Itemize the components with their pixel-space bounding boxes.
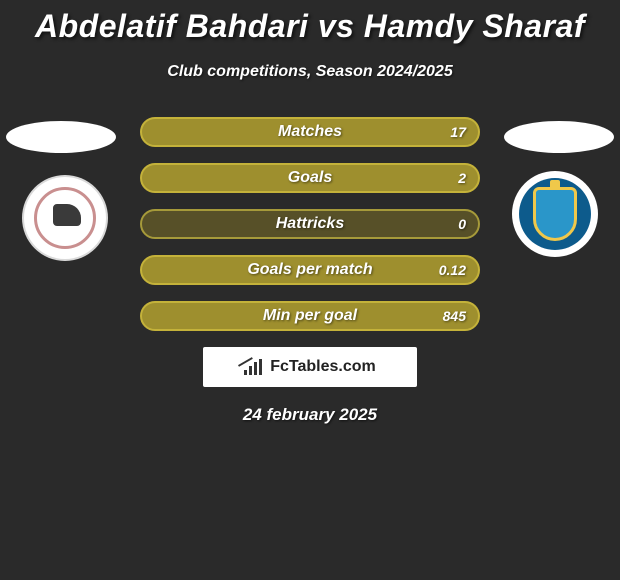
stat-bars: Matches 17 Goals 2 Hattricks 0 Goals per match… xyxy=(140,117,480,331)
stat-bar: Min per goal 845 xyxy=(140,301,480,331)
stat-bar-label: Matches xyxy=(278,123,342,141)
team-crest-right-icon xyxy=(519,178,591,250)
player-ellipse-left xyxy=(6,121,116,153)
stat-bar-label: Hattricks xyxy=(276,215,344,233)
stat-bar: Hattricks 0 xyxy=(140,209,480,239)
comparison-area: Matches 17 Goals 2 Hattricks 0 Goals per match… xyxy=(0,117,620,331)
stat-bar-value-right: 0.12 xyxy=(439,262,466,278)
comparison-infographic: Abdelatif Bahdari vs Hamdy Sharaf Club c… xyxy=(0,0,620,580)
stat-bar-value-right: 17 xyxy=(450,124,466,140)
stat-bar: Goals per match 0.12 xyxy=(140,255,480,285)
stat-bar: Matches 17 xyxy=(140,117,480,147)
player-ellipse-right xyxy=(504,121,614,153)
stat-bar-label: Goals per match xyxy=(247,261,372,279)
branding-badge: FcTables.com xyxy=(203,347,417,387)
bar-chart-icon xyxy=(244,359,264,375)
branding-text: FcTables.com xyxy=(270,358,376,376)
stat-bar-label: Min per goal xyxy=(263,307,357,325)
stat-bar-value-right: 2 xyxy=(458,170,466,186)
page-title: Abdelatif Bahdari vs Hamdy Sharaf xyxy=(0,0,620,45)
stat-bar-value-right: 845 xyxy=(443,308,466,324)
team-logo-right xyxy=(512,171,598,257)
team-crest-left-icon xyxy=(34,187,96,249)
stat-bar: Goals 2 xyxy=(140,163,480,193)
stat-bar-label: Goals xyxy=(288,169,332,187)
team-logo-left xyxy=(22,175,108,261)
stat-bar-value-right: 0 xyxy=(458,216,466,232)
date-label: 24 february 2025 xyxy=(0,405,620,425)
page-subtitle: Club competitions, Season 2024/2025 xyxy=(0,63,620,81)
